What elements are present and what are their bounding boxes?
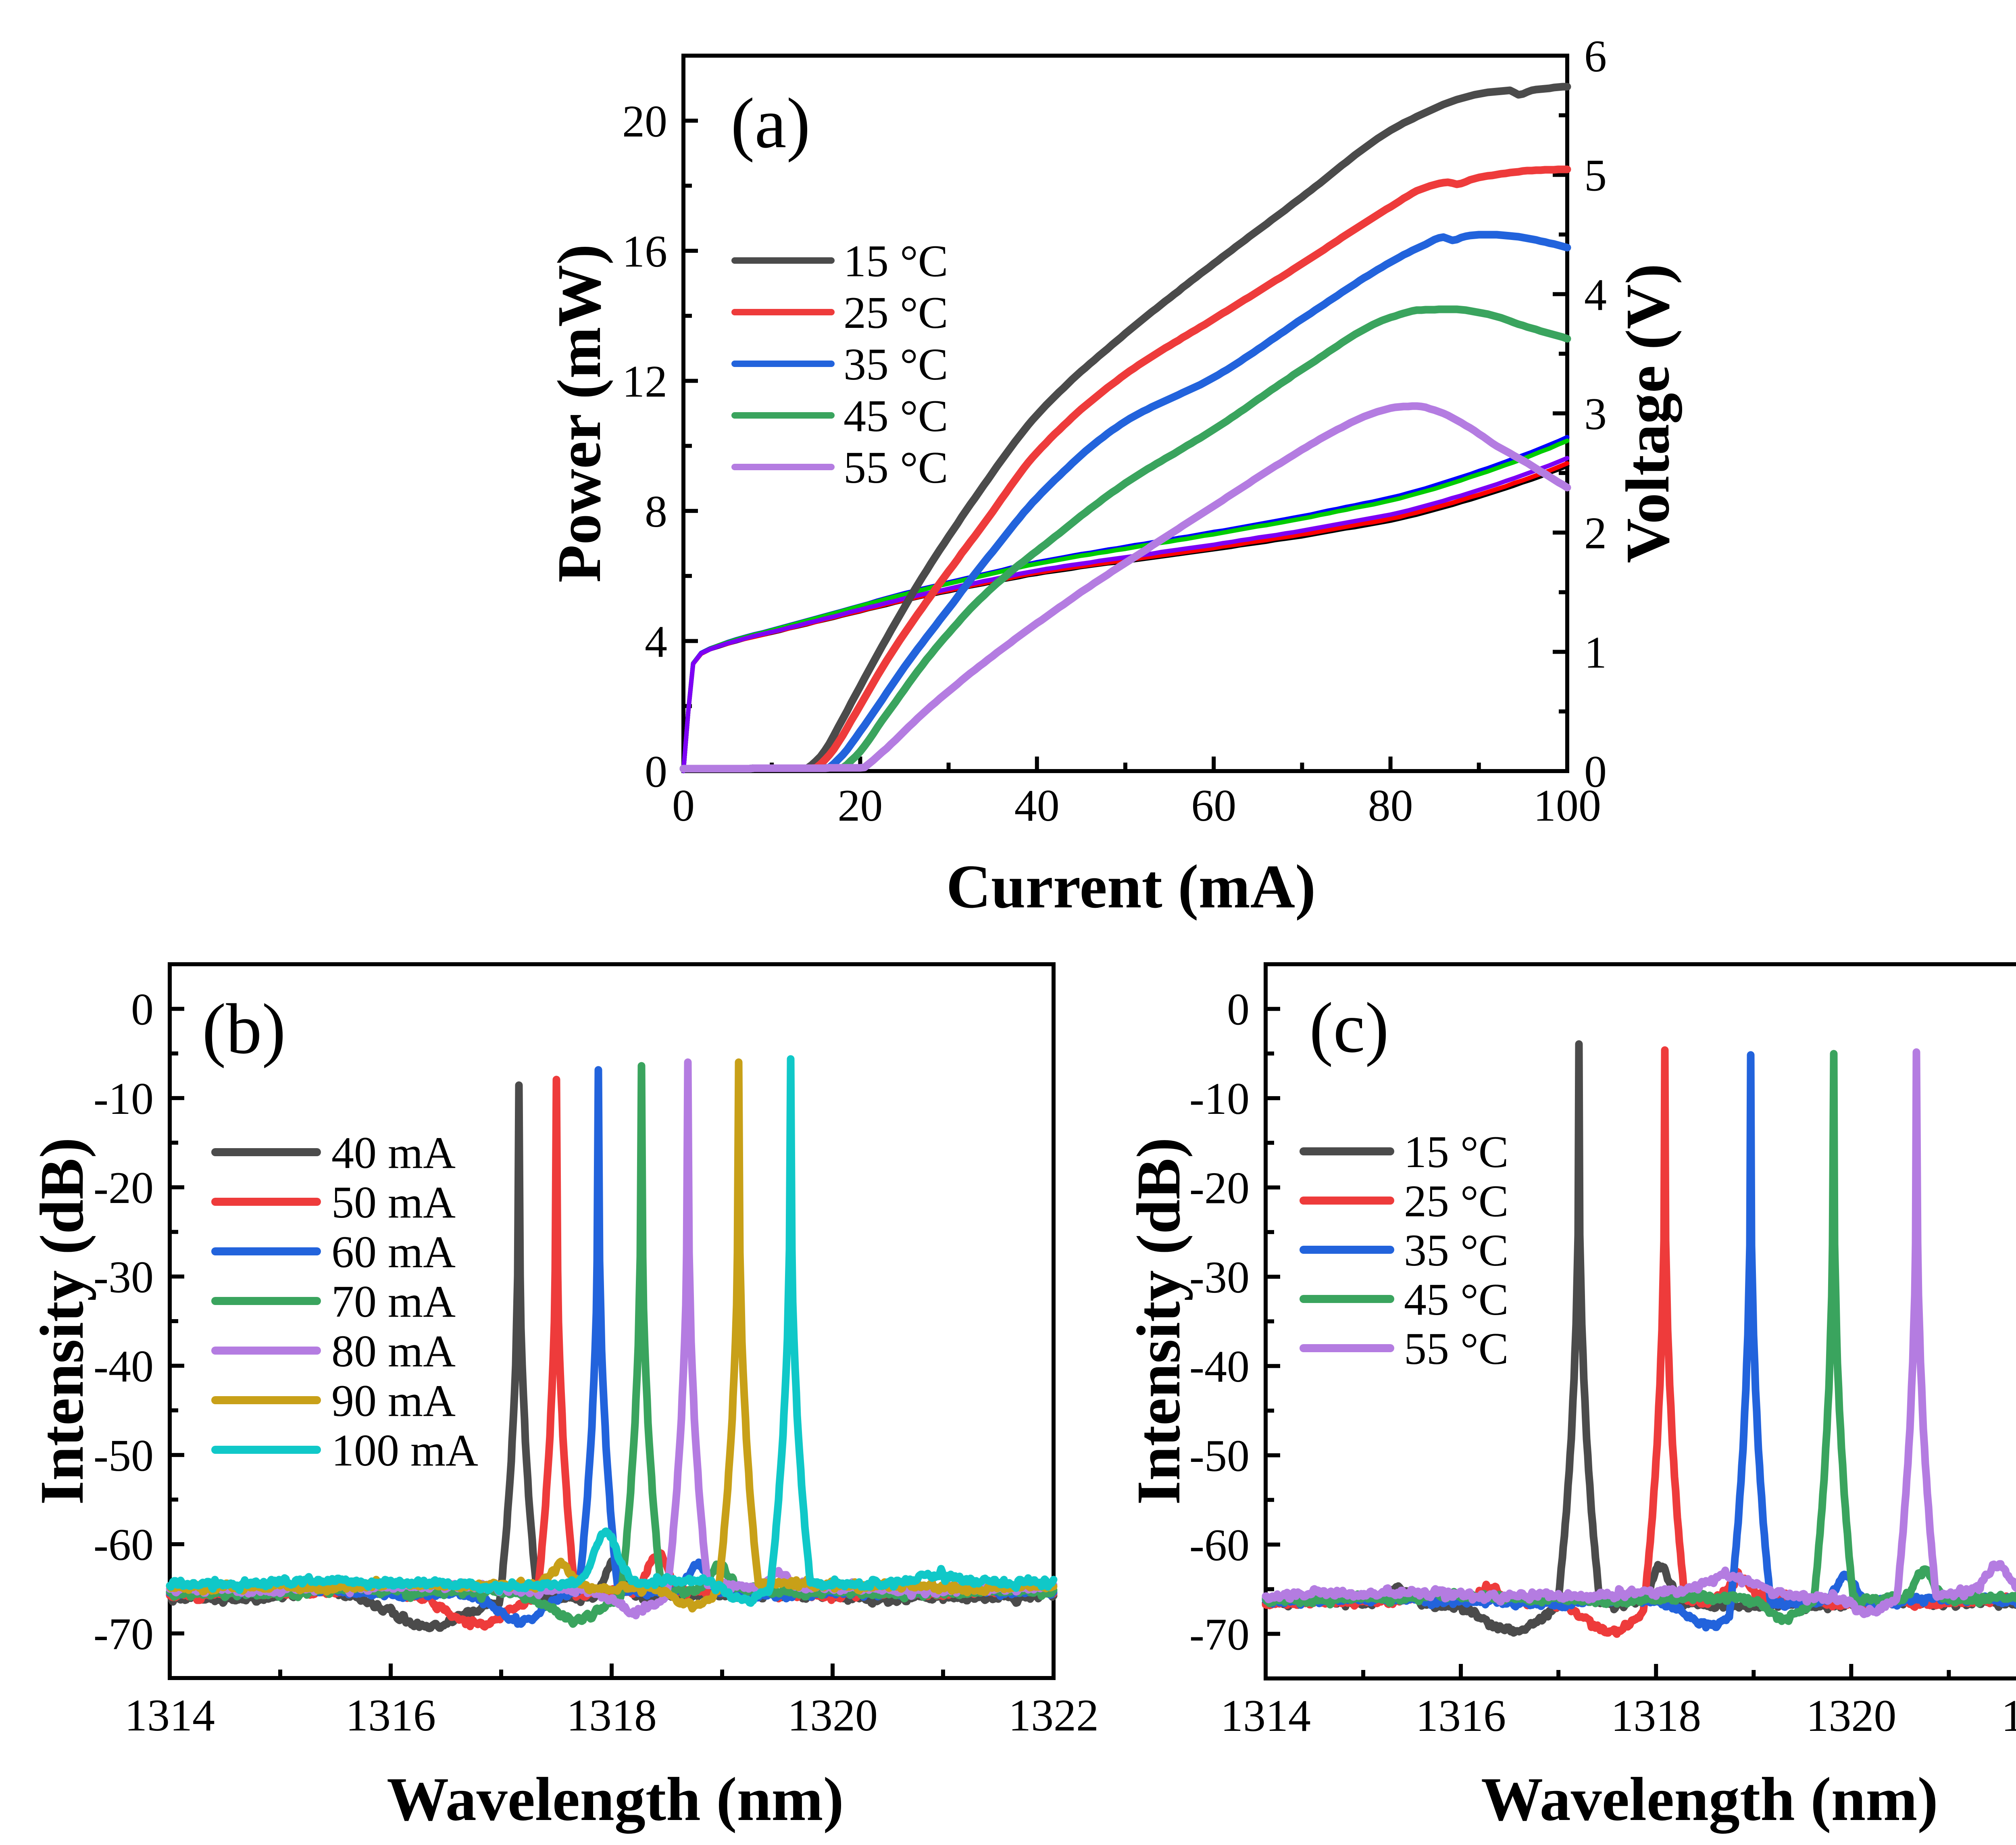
svg-text:Current (mA): Current (mA) [946,853,1316,921]
svg-text:-20: -20 [94,1163,154,1213]
svg-text:15 °C: 15 °C [843,236,948,286]
svg-text:2: 2 [1584,509,1607,559]
svg-text:3: 3 [1584,389,1607,439]
svg-text:20: 20 [622,96,667,146]
svg-text:60: 60 [1191,781,1236,831]
svg-text:15 °C: 15 °C [1404,1127,1509,1177]
svg-text:45 °C: 45 °C [843,391,948,441]
svg-text:16: 16 [622,227,667,277]
svg-text:(c): (c) [1309,988,1389,1067]
svg-text:0: 0 [645,747,667,797]
svg-text:35 °C: 35 °C [843,340,948,390]
svg-text:70 mA: 70 mA [331,1277,456,1327]
svg-text:0: 0 [672,781,695,831]
svg-text:50 mA: 50 mA [331,1178,456,1228]
svg-text:40: 40 [1014,781,1060,831]
svg-text:Intensity (dB): Intensity (dB) [1125,1137,1193,1505]
svg-text:-30: -30 [1189,1253,1250,1303]
svg-text:Voltage (V): Voltage (V) [1614,264,1682,563]
svg-text:1: 1 [1584,628,1607,678]
svg-text:100: 100 [1533,781,1601,831]
svg-text:-40: -40 [1189,1342,1250,1392]
svg-text:5: 5 [1584,151,1607,201]
svg-text:8: 8 [645,487,667,537]
svg-text:-60: -60 [1189,1520,1250,1570]
svg-text:0: 0 [1584,747,1607,797]
svg-text:1318: 1318 [566,1691,657,1741]
svg-text:40 mA: 40 mA [331,1128,456,1178]
svg-text:4: 4 [1584,270,1607,320]
svg-text:12: 12 [622,356,667,407]
svg-text:0: 0 [1227,985,1250,1035]
svg-text:80 mA: 80 mA [331,1326,456,1376]
svg-text:-50: -50 [1189,1431,1250,1481]
svg-text:25 °C: 25 °C [843,288,948,338]
svg-text:Intensity (dB): Intensity (dB) [28,1137,96,1505]
svg-text:1320: 1320 [787,1691,878,1741]
svg-text:1322: 1322 [1008,1691,1099,1741]
svg-text:6: 6 [1584,31,1607,81]
svg-text:-10: -10 [94,1074,154,1124]
svg-text:45 °C: 45 °C [1404,1275,1509,1325]
svg-text:-30: -30 [94,1252,154,1302]
svg-text:1322: 1322 [2001,1691,2016,1741]
svg-text:55 °C: 55 °C [1404,1324,1509,1374]
svg-text:0: 0 [131,985,154,1035]
svg-text:-10: -10 [1189,1074,1250,1124]
svg-text:-40: -40 [94,1342,154,1392]
svg-text:-70: -70 [94,1609,154,1659]
svg-text:Wavelength (nm): Wavelength (nm) [1481,1765,1938,1834]
svg-text:1320: 1320 [1806,1691,1896,1741]
svg-text:100 mA: 100 mA [331,1426,478,1476]
svg-text:90 mA: 90 mA [331,1376,456,1426]
svg-text:60 mA: 60 mA [331,1227,456,1277]
svg-text:1316: 1316 [346,1691,436,1741]
svg-text:1314: 1314 [1220,1691,1311,1741]
svg-text:-50: -50 [94,1431,154,1481]
svg-text:35 °C: 35 °C [1404,1226,1509,1276]
svg-text:1314: 1314 [125,1691,215,1741]
svg-text:25 °C: 25 °C [1404,1176,1509,1226]
svg-text:(a): (a) [731,83,810,163]
svg-text:Power (mW): Power (mW) [545,244,614,583]
svg-text:55 °C: 55 °C [843,443,948,493]
svg-text:4: 4 [645,617,667,667]
svg-text:-70: -70 [1189,1609,1250,1659]
svg-text:20: 20 [837,781,883,831]
svg-text:-60: -60 [94,1520,154,1570]
svg-text:-20: -20 [1189,1163,1250,1213]
svg-text:(b): (b) [202,989,286,1069]
svg-text:1316: 1316 [1416,1691,1506,1741]
svg-text:Wavelength (nm): Wavelength (nm) [387,1765,844,1834]
svg-text:80: 80 [1368,781,1413,831]
svg-text:1318: 1318 [1611,1691,1701,1741]
